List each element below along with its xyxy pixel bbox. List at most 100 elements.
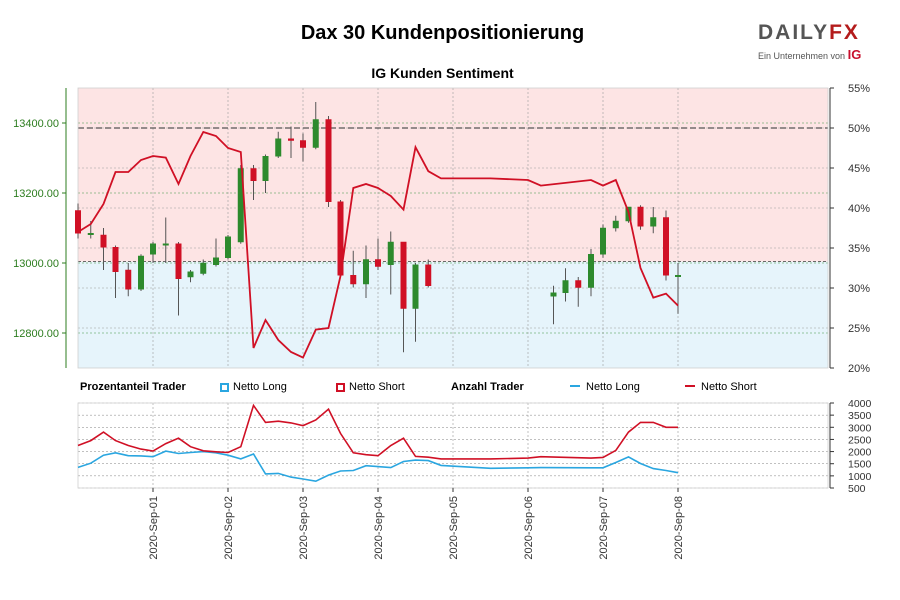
legend-pct-long: Netto Long — [220, 381, 287, 393]
date-tick-label: 2020-Sep-08 — [673, 496, 685, 560]
sentiment-short-zone — [78, 88, 828, 262]
lower-gridlines — [78, 402, 828, 489]
candle-up — [162, 217, 169, 263]
legend-cnt-short: Netto Short — [685, 381, 757, 393]
legend-cnt-long: Netto Long — [570, 381, 640, 393]
count-tick-label: 1000 — [848, 471, 872, 483]
candle-up — [387, 231, 394, 295]
candle-body — [75, 210, 81, 234]
count-tick-label: 3000 — [848, 422, 872, 434]
date-tick-label: 2020-Sep-06 — [523, 496, 535, 560]
candle-up — [150, 242, 156, 263]
candle-body — [675, 275, 681, 277]
candle-body — [162, 243, 169, 246]
candle-up — [412, 263, 419, 342]
date-tick-label: 2020-Sep-02 — [223, 496, 235, 560]
candle-down — [375, 238, 381, 270]
candle-body — [562, 280, 569, 293]
candle-body — [200, 262, 207, 274]
candle-up — [225, 235, 231, 260]
candle-down — [112, 245, 119, 298]
long-line-icon — [570, 385, 580, 387]
candle-body — [187, 271, 194, 278]
candle-up — [200, 259, 207, 276]
logo-tagline: Ein Unternehmen von — [758, 51, 846, 61]
candle-body — [262, 156, 269, 181]
candle-body — [213, 257, 219, 265]
long-box-icon — [220, 383, 229, 392]
count-tick-label: 500 — [848, 483, 866, 495]
chart-title: Dax 30 Kundenpositionierung — [300, 22, 585, 44]
short-line-icon — [685, 385, 695, 387]
candle-up — [275, 131, 282, 158]
legend-pct-short-label: Netto Short — [349, 381, 405, 393]
candle-down — [175, 242, 182, 316]
percent-tick-label: 30% — [848, 283, 870, 295]
candle-body — [350, 275, 357, 285]
candle-down — [288, 126, 294, 158]
trader-count-short-line — [77, 403, 678, 460]
candle-up — [550, 285, 557, 325]
date-tick-label: 2020-Sep-03 — [298, 496, 310, 560]
candle-body — [400, 241, 407, 309]
short-box-icon — [336, 383, 345, 392]
candle-up — [562, 268, 569, 302]
candle-body — [125, 269, 132, 290]
candle-body — [150, 243, 156, 255]
candle-up — [588, 249, 594, 297]
count-tick-label: 2000 — [848, 447, 872, 459]
candle-body — [175, 243, 182, 279]
candle-body — [600, 227, 606, 255]
candle-up — [138, 254, 144, 291]
candle-down — [637, 205, 644, 230]
candle-body — [588, 254, 594, 288]
net-short-percent-line — [77, 130, 679, 359]
candle-body — [650, 217, 657, 227]
legend-cnt-long-label: Netto Long — [586, 381, 640, 393]
count-tick-label: 2500 — [848, 434, 872, 446]
candle-body — [312, 119, 319, 148]
candle-down — [100, 228, 107, 270]
candle-down — [325, 116, 332, 207]
candle-up — [312, 102, 319, 150]
candle-body — [288, 138, 294, 141]
candle-down — [300, 133, 306, 162]
legend-cnt-short-label: Netto Short — [701, 381, 757, 393]
candle-body — [300, 140, 306, 148]
percent-tick-label: 20% — [848, 363, 870, 375]
date-tick-label: 2020-Sep-07 — [598, 496, 610, 560]
legend-heading-percent: Prozentanteil Trader — [80, 381, 186, 393]
candle-down — [75, 203, 81, 239]
candle-body — [612, 220, 619, 229]
percent-tick-label: 35% — [848, 243, 870, 255]
candle-down — [125, 263, 132, 297]
candle-body — [138, 255, 144, 290]
legend-heading-count: Anzahl Trader — [451, 381, 524, 393]
percent-tick-label: 50% — [848, 123, 870, 135]
count-tick-label: 1500 — [848, 459, 872, 471]
candles — [75, 102, 681, 353]
candle-body — [550, 292, 557, 297]
chart-subtitle: IG Kunden Sentiment — [371, 65, 514, 81]
legend: Prozentanteil Trader Netto Long Netto Sh… — [80, 381, 840, 395]
candle-body — [275, 138, 282, 157]
candle-body — [87, 233, 94, 235]
candle-body — [363, 259, 369, 285]
price-tick-label: 13200.00 — [13, 188, 59, 200]
date-tick-label: 2020-Sep-05 — [448, 496, 460, 560]
candle-down — [400, 241, 407, 353]
count-tick-label: 3500 — [848, 410, 872, 422]
count-tick-label: 4000 — [848, 398, 872, 410]
candle-body — [575, 280, 582, 288]
candle-down — [575, 277, 582, 307]
candle-up — [600, 224, 606, 258]
percent-tick-label: 40% — [848, 203, 870, 215]
date-tick-label: 2020-Sep-04 — [373, 496, 385, 560]
price-tick-label: 12800.00 — [13, 328, 59, 340]
candle-up — [262, 154, 269, 193]
candle-up — [363, 245, 369, 298]
percent-tick-label: 45% — [848, 163, 870, 175]
candle-body — [663, 217, 669, 276]
candle-down — [350, 250, 357, 288]
